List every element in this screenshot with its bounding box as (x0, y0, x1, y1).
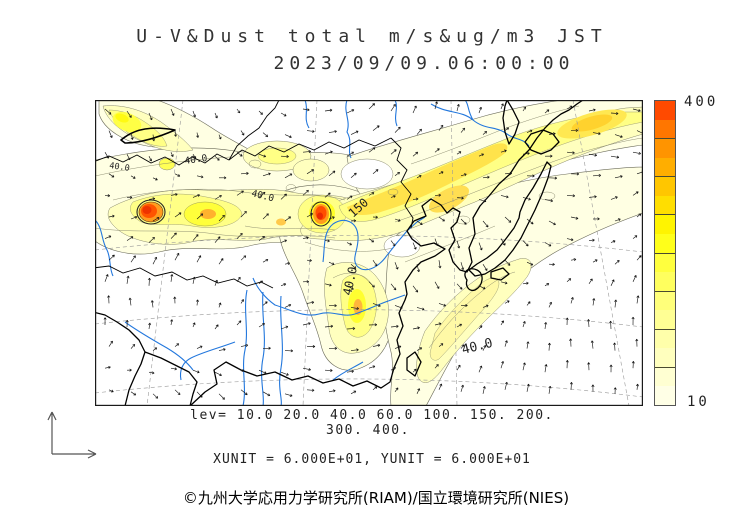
colorbar-segment (655, 214, 675, 234)
colorbar-segment (655, 310, 675, 329)
contour-value-label: 40.0 (460, 336, 494, 358)
colorbar-segment (655, 366, 675, 387)
colorbar (654, 100, 676, 406)
chart-timestamp: 2023/09/09.06:00:00 (273, 53, 575, 74)
colorbar-segment (655, 195, 675, 215)
colorbar-max-label: 400 (684, 94, 719, 110)
y-axis-arrow (47, 411, 57, 454)
rivers (95, 100, 530, 406)
colorbar-segment (655, 101, 675, 120)
lake-outline (120, 127, 176, 144)
colorbar-segment (655, 119, 675, 139)
contour-levels-line1: lev= 10.0 20.0 40.0 60.0 100. 150. 200. (190, 408, 554, 423)
contour-value-label: 40.0 (250, 188, 275, 204)
colorbar-min-label: 10 (687, 394, 710, 410)
dust-hotspots (136, 199, 363, 315)
colorbar-segment (655, 252, 675, 273)
colorbar-segment (655, 272, 675, 291)
colorbar-segment (655, 176, 675, 196)
wind-arrow-glyphs (103, 101, 643, 400)
graticule-lines (95, 100, 643, 406)
colorbar-segment (655, 348, 675, 367)
colorbar-segment (655, 157, 675, 177)
colorbar-segment (655, 138, 675, 158)
country-borders (95, 100, 414, 289)
coastlines (95, 100, 584, 406)
contour-value-label: 40.0 (109, 161, 131, 174)
wind-vectors (103, 101, 643, 400)
colorbar-segment (655, 290, 675, 311)
contour-value-label: 40.0 (184, 153, 208, 167)
colorbar-segment (655, 328, 675, 349)
vector-units-label: XUNIT = 6.000E+01, YUNIT = 6.000E+01 (213, 452, 531, 467)
contour-value-label: 40.0 (340, 265, 360, 296)
colorbar-segment (655, 386, 675, 405)
clear-pockets (340, 158, 421, 258)
contour-levels-line2: 300. 400. (326, 423, 410, 438)
map-frame (95, 100, 643, 406)
credit-footer: ©九州大学応用力学研究所(RIAM)/国立環境研究所(NIES) (182, 489, 570, 507)
axis-orientation-arrows (47, 411, 97, 459)
colorbar-segment (655, 233, 675, 253)
x-axis-arrow (52, 449, 97, 459)
chart-title: U-V&Dust total m/s&ug/m3 JST (136, 26, 608, 47)
contour-lines (95, 105, 643, 349)
